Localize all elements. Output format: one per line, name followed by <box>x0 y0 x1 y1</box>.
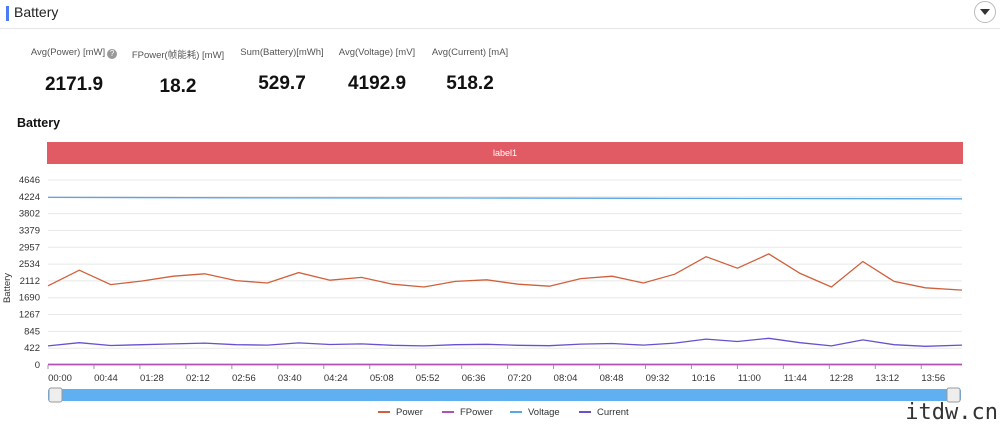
legend-label: FPower <box>460 407 493 418</box>
x-tick-label: 09:32 <box>646 373 670 384</box>
y-tick-label: 2957 <box>19 242 40 253</box>
y-tick-label: 422 <box>24 343 40 354</box>
y-tick-label: 0 <box>35 360 40 371</box>
y-axis-label: Battery <box>2 273 13 303</box>
series-line-voltage <box>47 196 963 200</box>
series-line-power <box>47 253 963 291</box>
x-tick-label: 01:28 <box>140 373 164 384</box>
legend-label: Current <box>597 407 629 418</box>
x-tick-label: 11:00 <box>738 373 761 384</box>
legend-power[interactable]: Power <box>378 407 423 418</box>
x-tick-label: 10:16 <box>692 373 716 384</box>
stat-label: Avg(Voltage) [mV] <box>338 47 416 58</box>
legend-label: Voltage <box>528 407 560 418</box>
legend-current[interactable]: Current <box>579 407 629 418</box>
x-axis-ticks: 00:00 00:44 01:28 02:12 02:56 03:40 04:24 05:08… <box>47 365 945 384</box>
x-tick-label: 00:44 <box>94 373 118 384</box>
collapse-toggle-icon[interactable] <box>974 1 996 23</box>
legend-fpower[interactable]: FPower <box>442 407 493 418</box>
x-tick-label: 13:56 <box>921 373 945 384</box>
stat-avg-power: Avg(Power) [mW]? 2171.9 <box>24 47 124 96</box>
watermark: itdw.cn <box>905 400 998 425</box>
stat-value: 529.7 <box>258 73 306 94</box>
range-slider-left-handle[interactable] <box>48 387 63 403</box>
y-tick-label: 3802 <box>19 209 40 220</box>
legend-swatch <box>442 411 454 414</box>
stat-avg-voltage: Avg(Voltage) [mV] 4192.9 <box>327 47 427 95</box>
x-tick-label: 11:44 <box>784 373 807 384</box>
y-tick-label: 2534 <box>19 259 40 270</box>
x-tick-label: 04:24 <box>324 373 348 384</box>
label-band[interactable]: label1 <box>47 142 963 164</box>
panel-title: Battery <box>14 4 59 20</box>
x-tick-label: 03:40 <box>278 373 302 384</box>
y-tick-label: 4646 <box>19 175 40 186</box>
y-tick-label: 4224 <box>19 192 40 203</box>
stat-value: 4192.9 <box>347 73 407 94</box>
x-tick-label: 08:48 <box>600 373 624 384</box>
x-tick-label: 12:28 <box>829 373 853 384</box>
x-tick-label: 13:12 <box>875 373 899 384</box>
stat-label: Avg(Current) [mA] <box>431 47 509 58</box>
stat-label: Avg(Power) [mW] <box>30 47 106 58</box>
y-tick-label: 1690 <box>19 293 40 304</box>
stat-fpower: FPower(帧能耗) [mW] 18.2 <box>128 47 228 98</box>
chart-section-title: Battery <box>17 116 61 130</box>
legend-swatch <box>579 411 591 414</box>
legend-swatch <box>378 411 390 414</box>
stat-avg-current: Avg(Current) [mA] 518.2 <box>420 47 520 95</box>
series-lines <box>47 196 963 365</box>
legend-swatch <box>510 411 522 414</box>
stat-label: FPower(帧能耗) [mW] <box>131 50 225 61</box>
chart-grid <box>48 179 962 366</box>
x-tick-label: 02:56 <box>232 373 256 384</box>
y-tick-label: 3379 <box>19 225 40 236</box>
stat-sum-battery: Sum(Battery)[mWh] 529.7 <box>232 47 332 95</box>
x-tick-label: 05:08 <box>370 373 394 384</box>
x-tick-label: 06:36 <box>462 373 486 384</box>
header-accent-bar <box>6 6 9 21</box>
panel-header: Battery <box>0 0 1000 29</box>
legend-label: Power <box>396 407 423 418</box>
y-axis-ticks: 0 422 845 1267 1690 2112 2534 2957 3379 3802 4224 4… <box>19 175 40 371</box>
x-tick-label: 00:00 <box>48 373 72 384</box>
series-line-current <box>47 337 963 347</box>
range-slider-track <box>48 389 961 401</box>
x-tick-label: 05:52 <box>416 373 440 384</box>
x-tick-label: 08:04 <box>554 373 578 384</box>
stat-value: 2171.9 <box>44 74 104 95</box>
x-tick-label: 07:20 <box>508 373 532 384</box>
y-tick-label: 845 <box>24 326 40 337</box>
y-tick-label: 1267 <box>19 310 40 321</box>
stat-value: 518.2 <box>446 73 494 94</box>
x-tick-label: 02:12 <box>186 373 210 384</box>
stat-value: 18.2 <box>159 76 197 97</box>
range-slider[interactable] <box>48 387 961 403</box>
legend-voltage[interactable]: Voltage <box>510 407 560 418</box>
y-tick-label: 2112 <box>20 276 40 287</box>
help-icon[interactable]: ? <box>107 49 118 59</box>
stat-label: Sum(Battery)[mWh] <box>240 47 324 58</box>
range-slider-right-handle[interactable] <box>946 387 961 403</box>
